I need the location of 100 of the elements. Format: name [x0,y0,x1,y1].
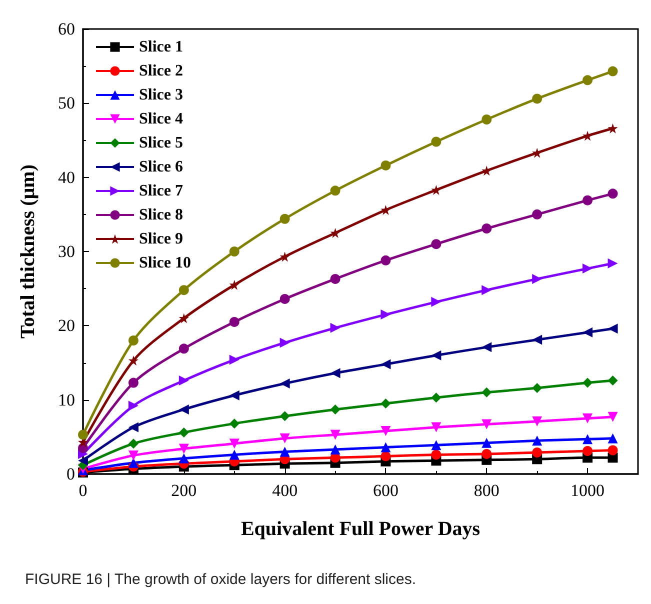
point [128,400,138,411]
point [431,296,442,307]
point [280,252,290,262]
point [128,356,138,366]
point [482,166,492,176]
point [532,334,542,345]
point [532,447,542,458]
point [380,398,391,409]
point [608,376,618,386]
point [482,438,492,448]
point [582,75,593,86]
point [532,209,542,220]
point [431,450,442,460]
point [380,451,391,462]
point [280,433,290,444]
point [280,294,290,304]
point [178,404,189,414]
y-tick-label: 0 [66,464,75,484]
point [380,442,391,452]
point [482,387,492,398]
point [78,430,88,440]
point [178,427,189,438]
legend-label: Slice 2 [139,62,183,80]
point [431,422,442,432]
point [380,310,391,320]
point [482,114,492,124]
point [229,354,240,365]
caption: FIGURE 16 | The growth of oxide layers for different slices. [25,571,416,588]
point [532,148,542,158]
point [380,359,391,370]
legend-label: Slice 9 [139,230,183,248]
point [431,350,442,360]
point [280,446,290,457]
y-tick-label: 20 [58,316,75,336]
point [280,411,290,422]
point [608,66,618,76]
x-tick-label: 0 [78,481,88,500]
point [280,378,290,389]
x-tick-label: 200 [171,481,197,500]
point [330,228,340,238]
point [229,280,240,290]
point [229,450,240,460]
x-tick-label: 1000 [570,481,605,500]
point [532,436,542,446]
point [482,285,492,296]
point [229,418,240,429]
point [178,285,189,296]
point [482,224,492,234]
point [128,458,138,468]
x-tick-label: 400 [272,481,298,500]
point [532,416,542,426]
point [178,344,189,354]
point [532,274,542,284]
point [608,123,618,134]
point [431,440,442,450]
point [128,450,138,460]
point [582,327,593,338]
point [229,438,240,449]
x-tick-label: 800 [474,481,500,500]
point [178,444,189,454]
legend-label: Slice 1 [139,38,183,56]
point [330,322,340,333]
y-tick-label: 30 [58,242,75,261]
point [532,382,542,393]
x-axis-title: Equivalent Full Power Days [240,518,480,540]
legend-label: Slice 3 [139,86,183,104]
point [608,188,618,199]
point [482,342,492,352]
point [608,258,618,268]
point [431,136,442,147]
point [532,94,542,104]
point [78,456,88,466]
point [608,445,618,456]
point [582,195,593,206]
y-tick-label: 10 [58,390,75,410]
point [582,413,593,424]
y-tick-label: 40 [58,168,75,187]
point [582,446,593,456]
point [608,412,618,422]
point [128,336,138,346]
legend-label: Slice 8 [139,206,183,224]
point [482,419,492,430]
legend-label: Slice 4 [139,110,183,128]
point [582,378,593,388]
point [178,453,189,464]
point [608,324,618,334]
point [608,433,618,444]
point [380,426,391,436]
point [280,338,290,348]
y-axis-title: Total thickness (μm) [17,164,39,338]
y-tick-label: 60 [58,20,75,38]
point [128,438,138,449]
point [128,378,138,388]
point [330,444,340,455]
point [229,390,240,400]
point [330,404,340,414]
point [330,186,340,196]
point [431,184,442,195]
point [431,239,442,250]
point [178,376,189,386]
